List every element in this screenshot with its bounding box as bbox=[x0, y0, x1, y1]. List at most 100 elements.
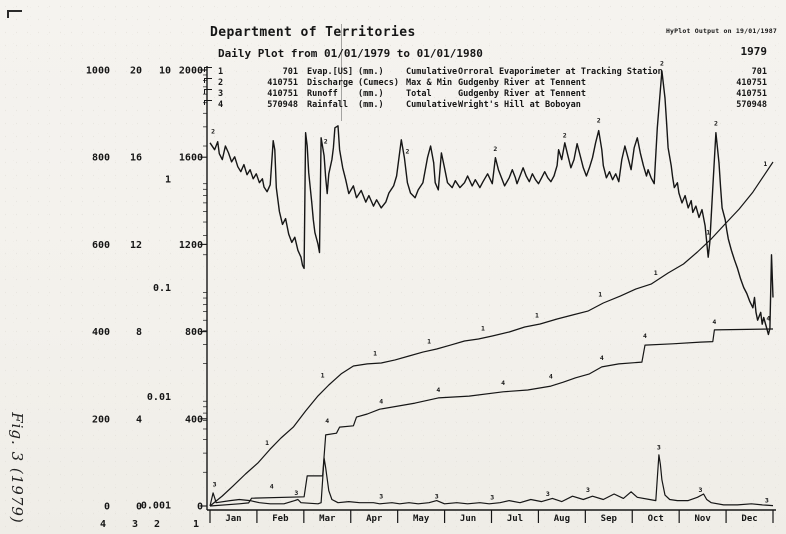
legend-units: (Cumecs) bbox=[358, 78, 399, 88]
series-1-line bbox=[209, 161, 774, 507]
svg-text:3: 3 bbox=[765, 497, 769, 505]
svg-text:2: 2 bbox=[597, 116, 601, 124]
svg-text:Apr: Apr bbox=[366, 514, 383, 524]
svg-text:2: 2 bbox=[493, 145, 497, 153]
svg-text:Feb: Feb bbox=[272, 514, 289, 524]
svg-text:3: 3 bbox=[379, 492, 383, 500]
month-labels: Jan Feb Mar Apr May Jun Jul Aug Sep Oct Nov Dec bbox=[225, 514, 757, 524]
legend-parameter: Rainfall bbox=[307, 100, 348, 110]
svg-text:0.01: 0.01 bbox=[147, 392, 171, 403]
svg-text:1: 1 bbox=[763, 160, 767, 168]
svg-text:0: 0 bbox=[104, 502, 110, 513]
svg-text:0: 0 bbox=[136, 502, 142, 513]
legend-station-id: 701 bbox=[282, 67, 298, 77]
svg-text:1: 1 bbox=[373, 350, 377, 358]
svg-text:4: 4 bbox=[325, 417, 329, 425]
svg-text:2: 2 bbox=[405, 148, 409, 156]
svg-text:4: 4 bbox=[549, 373, 553, 381]
svg-text:0.001: 0.001 bbox=[141, 501, 171, 512]
legend-series-number: 2 bbox=[218, 78, 224, 88]
svg-text:4: 4 bbox=[501, 379, 505, 387]
svg-text:2: 2 bbox=[211, 128, 215, 136]
legend-right-id: 701 bbox=[751, 67, 767, 77]
svg-text:Jun: Jun bbox=[460, 514, 476, 524]
svg-text:800: 800 bbox=[92, 153, 110, 164]
legend-series-number: 4 bbox=[218, 100, 224, 110]
svg-text:2000: 2000 bbox=[179, 66, 203, 77]
svg-text:4: 4 bbox=[136, 414, 142, 425]
svg-text:2: 2 bbox=[154, 519, 160, 530]
svg-text:Mar: Mar bbox=[319, 514, 336, 524]
svg-text:1: 1 bbox=[193, 519, 199, 530]
legend-statistic: Total bbox=[406, 89, 432, 99]
svg-text:4: 4 bbox=[712, 318, 716, 326]
legend-units: (mm.) bbox=[358, 89, 384, 99]
legend-station-name: Gudgenby River at Tennent bbox=[458, 89, 586, 99]
svg-text:4: 4 bbox=[766, 315, 770, 323]
svg-text:May: May bbox=[413, 514, 430, 524]
svg-text:4: 4 bbox=[100, 519, 106, 530]
handwritten-figure-caption: Fig. 3 (1979) bbox=[8, 412, 26, 524]
legend-right-id: 410751 bbox=[736, 78, 767, 88]
svg-text:4: 4 bbox=[436, 386, 440, 394]
svg-text:1: 1 bbox=[654, 269, 658, 277]
series-3-markers: 3 3 3 3 3 3 3 3 3 3 bbox=[213, 443, 769, 504]
legend-station-id: 570948 bbox=[267, 100, 298, 110]
legend-units: (mm.) bbox=[358, 100, 384, 110]
svg-text:3: 3 bbox=[699, 486, 703, 494]
month-ticks bbox=[209, 510, 774, 523]
axis-number-labels: 4 3 2 1 bbox=[100, 519, 199, 530]
page-title: Department of Territories bbox=[210, 25, 416, 40]
legend-series-number: 1 bbox=[218, 67, 224, 77]
svg-text:1: 1 bbox=[265, 439, 269, 447]
scan-corner-mark bbox=[7, 10, 22, 18]
svg-text:2: 2 bbox=[324, 138, 328, 146]
svg-text:800: 800 bbox=[185, 327, 203, 338]
series-4-line bbox=[209, 328, 773, 507]
legend-statistic: Cumulative bbox=[406, 100, 458, 110]
svg-text:4: 4 bbox=[643, 332, 647, 340]
legend-units: (mm.) bbox=[358, 67, 384, 77]
svg-text:3: 3 bbox=[213, 480, 217, 488]
svg-text:1: 1 bbox=[165, 174, 171, 185]
svg-text:1: 1 bbox=[481, 325, 485, 333]
svg-text:1: 1 bbox=[598, 291, 602, 299]
svg-text:1: 1 bbox=[321, 371, 325, 379]
svg-text:20: 20 bbox=[130, 66, 142, 77]
svg-text:200: 200 bbox=[92, 414, 110, 425]
svg-text:4: 4 bbox=[600, 354, 604, 362]
legend-station-name: Gudgenby River at Tennent bbox=[458, 78, 586, 88]
svg-text:Dec: Dec bbox=[741, 514, 757, 524]
y-axis-labels: 020040060080010000481216200.0010.010.111… bbox=[86, 66, 203, 513]
svg-text:0.1: 0.1 bbox=[153, 283, 171, 294]
legend-line-sample-icon bbox=[204, 89, 212, 94]
svg-text:3: 3 bbox=[490, 493, 494, 501]
legend-station-id: 410751 bbox=[267, 89, 298, 99]
svg-text:2: 2 bbox=[660, 59, 664, 67]
svg-text:Nov: Nov bbox=[694, 514, 711, 524]
series-2-line bbox=[209, 70, 774, 336]
svg-text:2: 2 bbox=[563, 131, 567, 139]
legend-station-name: Orroral Evaporimeter at Tracking Station bbox=[458, 67, 663, 77]
legend-station-id: 410751 bbox=[267, 78, 298, 88]
hyplot-output-stamp: HyPlot Output on 19/01/1987 bbox=[665, 27, 777, 35]
svg-text:Jan: Jan bbox=[225, 514, 241, 524]
svg-text:400: 400 bbox=[92, 327, 110, 338]
legend-right-id: 410751 bbox=[736, 89, 767, 99]
scan-fold-line bbox=[341, 24, 342, 121]
plot-subtitle: Daily Plot from 01/01/1979 to 01/01/1980 bbox=[218, 47, 483, 60]
axis-frame bbox=[206, 66, 776, 511]
legend-parameter: Evap.[US] bbox=[307, 67, 354, 77]
svg-text:10: 10 bbox=[159, 66, 171, 77]
svg-text:1200: 1200 bbox=[179, 240, 203, 251]
svg-text:2: 2 bbox=[714, 119, 718, 127]
legend-station-ids: 701 410751 410751 570948 bbox=[736, 67, 767, 111]
svg-text:3: 3 bbox=[657, 443, 661, 451]
svg-text:400: 400 bbox=[185, 414, 203, 425]
svg-text:600: 600 bbox=[92, 240, 110, 251]
series-2-markers: 2 2 2 2 2 2 2 2 bbox=[211, 59, 718, 155]
svg-text:3: 3 bbox=[435, 492, 439, 500]
svg-text:Oct: Oct bbox=[648, 514, 664, 524]
